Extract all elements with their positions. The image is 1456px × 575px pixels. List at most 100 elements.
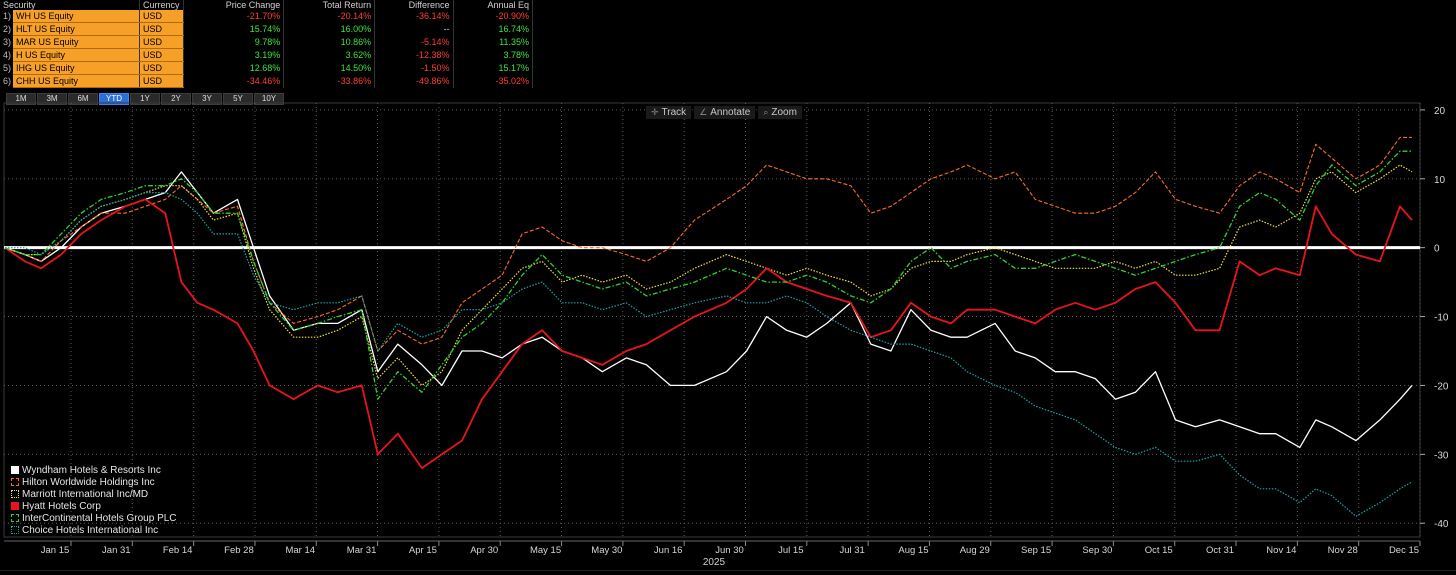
x-tick-label: Jun 16 <box>654 545 683 556</box>
legend-item[interactable]: Wyndham Hotels & Resorts Inc <box>11 464 177 476</box>
annual-eq-cell: 15.17% <box>453 61 534 75</box>
legend-swatch <box>11 502 19 510</box>
security-cell: IHG US Equity <box>13 61 140 75</box>
range-button-3m[interactable]: 3M <box>37 93 67 105</box>
currency-cell: USD <box>139 35 184 49</box>
table-row[interactable]: 5) IHG US Equity USD 12.68% 14.50% -1.50% 15.1… <box>0 61 534 75</box>
price-change-cell: -34.46% <box>183 74 285 88</box>
difference-cell: -12.38% <box>374 48 454 62</box>
row-index: 3) <box>3 37 12 47</box>
legend-label: Choice Hotels International Inc <box>22 524 159 536</box>
x-tick-label: Feb 14 <box>163 545 193 556</box>
x-tick-label: Sep 30 <box>1082 545 1112 556</box>
magnifier-icon: ⌕ <box>763 107 769 117</box>
security-cell: MAR US Equity <box>13 35 140 49</box>
grid-layer <box>3 102 1421 538</box>
col-header-security: Security <box>0 0 140 10</box>
row-index: 2) <box>3 24 12 34</box>
annual-eq-cell: 16.74% <box>453 22 534 36</box>
row-index: 1) <box>3 11 12 22</box>
table-header-row: Security Currency Price Change Total Ret… <box>0 0 534 10</box>
security-cell: WH US Equity <box>13 10 140 23</box>
total-return-cell: 14.50% <box>283 61 376 75</box>
series-layer <box>4 136 1413 517</box>
range-button-10y[interactable]: 10Y <box>254 93 284 105</box>
x-tick-label: Oct 15 <box>1145 545 1173 556</box>
row-index: 5) <box>3 63 12 73</box>
range-button-5y[interactable]: 5Y <box>223 93 253 105</box>
y-tick-label: -20 <box>1434 381 1449 392</box>
zoom-button[interactable]: ⌕ Zoom <box>758 106 802 119</box>
legend-item[interactable]: Hyatt Hotels Corp <box>11 500 177 512</box>
price-change-cell: 12.68% <box>183 61 285 75</box>
range-button-1m[interactable]: 1M <box>6 93 36 105</box>
col-header-price-change: Price Change <box>183 0 285 10</box>
series-line-hyatt-hotels-corp <box>4 198 1413 470</box>
range-selector: 1M 3M 6M YTD 1Y 2Y 3Y 5Y 10Y <box>6 93 284 105</box>
track-button[interactable]: ✛ Track <box>646 106 692 119</box>
securities-table: Security Currency Price Change Total Ret… <box>0 0 534 88</box>
x-tick-label: Jul 15 <box>778 545 803 556</box>
table-row[interactable]: 1) WH US Equity USD -21.70% -20.14% -36.14% -2… <box>0 10 534 23</box>
price-change-cell: -21.70% <box>183 10 285 23</box>
legend-item[interactable]: Marriott International Inc/MD <box>11 488 177 500</box>
legend: Wyndham Hotels & Resorts Inc Hilton World… <box>11 464 177 536</box>
total-return-cell: -33.86% <box>283 74 376 88</box>
tool-label: Track <box>661 107 687 118</box>
currency-cell: USD <box>139 48 184 62</box>
legend-swatch <box>11 526 19 534</box>
security-cell: HLT US Equity <box>13 22 140 36</box>
col-header-total-return: Total Return <box>283 0 376 10</box>
x-tick-label: May 30 <box>591 545 622 556</box>
currency-cell: USD <box>139 10 184 23</box>
range-button-ytd[interactable]: YTD <box>99 93 129 105</box>
bottom-divider <box>0 570 1456 571</box>
annotate-button[interactable]: ∠ Annotate <box>694 106 756 119</box>
difference-cell: -36.14% <box>374 10 454 23</box>
series-line-hilton-worldwide-holdings-inc <box>4 136 1412 352</box>
legend-item[interactable]: Hilton Worldwide Holdings Inc <box>11 476 177 488</box>
range-button-2y[interactable]: 2Y <box>161 93 191 105</box>
row-index: 6) <box>3 76 12 86</box>
crosshair-icon: ✛ <box>651 107 659 117</box>
table-row[interactable]: 2) HLT US Equity USD 15.74% 16.00% -- 16.74% <box>0 22 534 36</box>
col-header-annual-eq: Annual Eq <box>453 0 534 10</box>
y-axis: 20 10 0 -10 -20 -30 -40 <box>1420 106 1449 530</box>
security-cell: H US Equity <box>13 48 140 62</box>
tool-label: Annotate <box>710 107 751 118</box>
y-tick-label: 0 <box>1434 244 1440 255</box>
annual-eq-cell: 3.78% <box>453 48 534 62</box>
x-tick-label: May 15 <box>530 545 561 556</box>
x-tick-label: Apr 15 <box>409 545 437 556</box>
y-tick-label: -30 <box>1434 450 1449 461</box>
table-row[interactable]: 3) MAR US Equity USD 9.78% 10.86% -5.14% 11.35… <box>0 35 534 49</box>
x-tick-label: Mar 14 <box>285 545 315 556</box>
x-tick-label: Mar 31 <box>347 545 377 556</box>
difference-cell: -- <box>374 22 454 36</box>
y-tick-label: 10 <box>1434 175 1446 186</box>
legend-label: Hilton Worldwide Holdings Inc <box>22 476 155 488</box>
x-tick-label: Dec 15 <box>1389 545 1419 556</box>
x-tick-label: Jun 30 <box>715 545 744 556</box>
table-row[interactable]: 4) H US Equity USD 3.19% 3.62% -12.38% 3.78% <box>0 48 534 62</box>
table-row[interactable]: 6) CHH US Equity USD -34.46% -33.86% -49.86% -… <box>0 74 534 88</box>
total-return-cell: -20.14% <box>283 10 376 23</box>
x-axis-label: 2025 <box>703 557 726 568</box>
legend-label: Hyatt Hotels Corp <box>22 500 101 512</box>
difference-cell: -1.50% <box>374 61 454 75</box>
x-tick-label: Aug 29 <box>960 545 990 556</box>
total-return-cell: 16.00% <box>283 22 376 36</box>
x-tick-label: Jan 15 <box>41 545 70 556</box>
plot-frame <box>3 102 1421 538</box>
legend-label: Marriott International Inc/MD <box>22 488 149 500</box>
price-change-cell: 9.78% <box>183 35 285 49</box>
annual-eq-cell: -35.02% <box>453 74 534 88</box>
range-button-1y[interactable]: 1Y <box>130 93 160 105</box>
range-button-3y[interactable]: 3Y <box>192 93 222 105</box>
legend-item[interactable]: InterContinental Hotels Group PLC <box>11 512 177 524</box>
x-tick-label: Jan 31 <box>102 545 131 556</box>
legend-item[interactable]: Choice Hotels International Inc <box>11 524 177 536</box>
difference-cell: -5.14% <box>374 35 454 49</box>
range-button-6m[interactable]: 6M <box>68 93 98 105</box>
